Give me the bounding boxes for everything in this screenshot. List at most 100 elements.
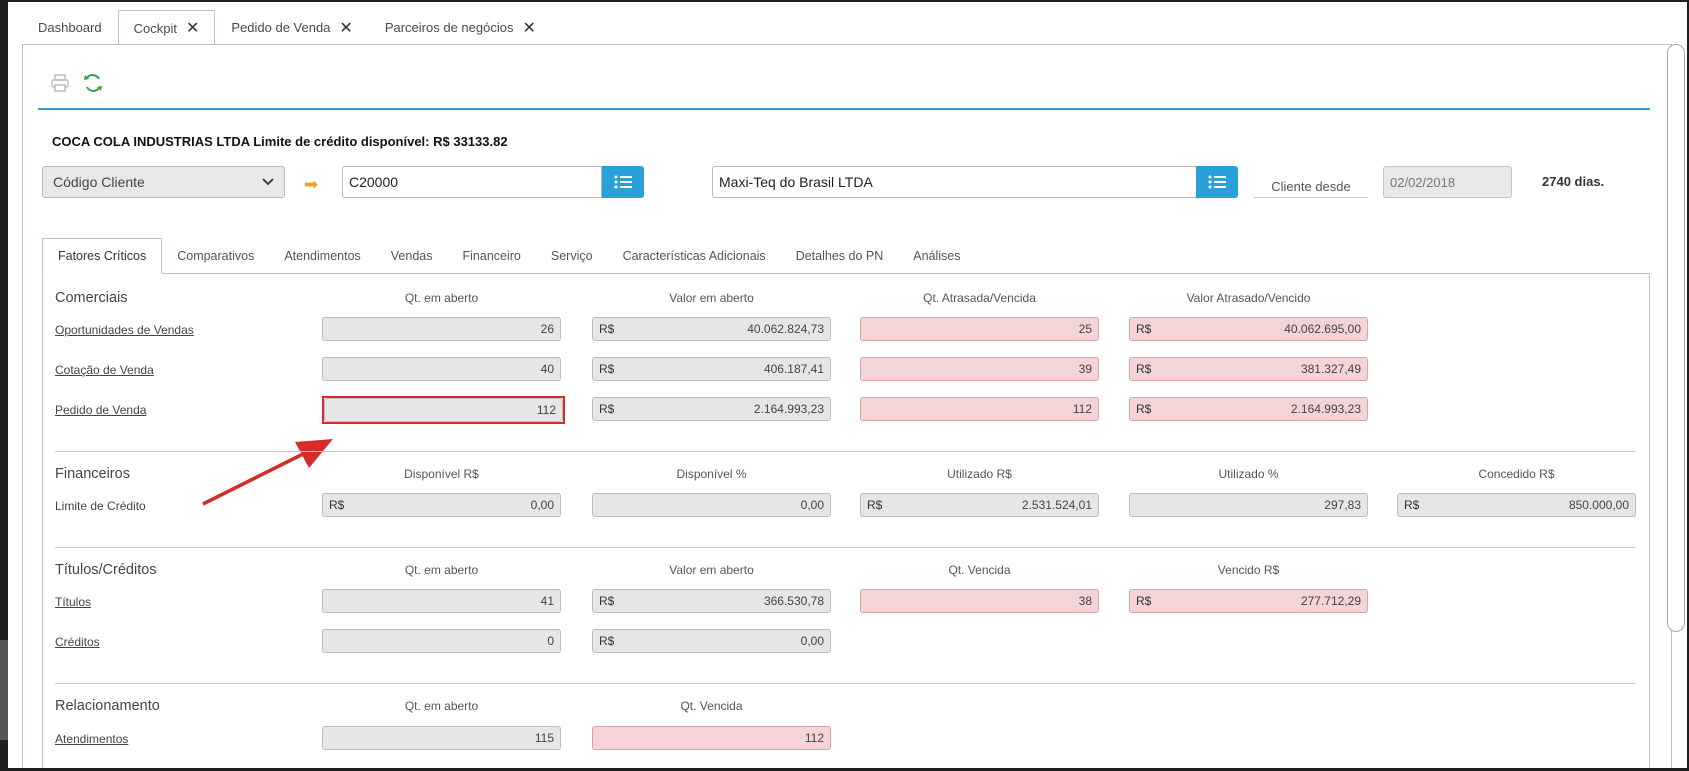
client-code-list-button[interactable] — [602, 166, 644, 198]
sub-tabs: Fatores Críticos Comparativos Atendiment… — [42, 238, 976, 274]
tab-label: Cockpit — [133, 20, 177, 36]
tab-label: Parceiros de negócios — [384, 20, 514, 35]
section-comerciais: Comerciais — [55, 290, 128, 306]
col-head: Disponível R$ — [404, 467, 479, 481]
col-head: Qt. Vencida — [948, 563, 1011, 577]
annotation-arrow-icon — [202, 439, 333, 506]
row-limite-credito: Limite de Crédito — [55, 499, 146, 513]
field-valor: R$ 40.062.824,73 — [592, 317, 831, 341]
field-valor: R$ 0,00 — [592, 629, 831, 653]
field-qt: 112 — [324, 398, 563, 422]
link-pedido-venda[interactable]: Pedido de Venda — [55, 403, 147, 417]
field-valor: R$ 2.164.993,23 — [592, 397, 831, 421]
field-conc-rs: R$ 850.000,00 — [1397, 493, 1636, 517]
field-valor: R$ 406.187,41 — [592, 357, 831, 381]
tab-label: Dashboard — [38, 20, 102, 35]
field-qt-atraso: 112 — [860, 397, 1099, 421]
vertical-scrollbar[interactable] — [1667, 44, 1685, 632]
client-title: COCA COLA INDUSTRIAS LTDA Limite de créd… — [52, 134, 508, 149]
arrow-right-icon: ➡ — [304, 175, 319, 194]
col-head: Valor em aberto — [669, 563, 754, 577]
client-name-list-button[interactable] — [1196, 166, 1238, 198]
client-code-value: C20000 — [349, 174, 399, 190]
client-since-date: 02/02/2018 — [1383, 166, 1512, 198]
col-head: Qt. em aberto — [404, 699, 479, 713]
tab-pedido-de-venda[interactable]: Pedido de Venda ✕ — [215, 10, 368, 44]
col-head: Disponível % — [676, 467, 747, 481]
field-qt-venc: 112 — [592, 726, 831, 750]
field-venc: R$ 277.712,29 — [1129, 589, 1368, 613]
field-valor: R$ 366.530,78 — [592, 589, 831, 613]
col-head: Vencido R$ — [1217, 563, 1280, 577]
link-titulos[interactable]: Títulos — [55, 595, 92, 609]
col-head: Utilizado R$ — [947, 467, 1012, 481]
client-code-input[interactable]: C20000 — [342, 166, 602, 198]
col-head: Utilizado % — [1218, 467, 1279, 481]
client-name-value: Maxi-Teq do Brasil LTDA — [719, 174, 873, 190]
search-type-select[interactable]: Código Cliente — [42, 166, 285, 198]
tab-dashboard[interactable]: Dashboard — [22, 10, 118, 44]
field-util-pct: 297,83 — [1129, 493, 1368, 517]
subtab-caracteristicas[interactable]: Características Adicionais — [622, 249, 766, 263]
section-divider — [55, 547, 1636, 548]
select-value: Código Cliente — [53, 174, 145, 190]
refresh-icon[interactable] — [82, 72, 104, 94]
subtab-comparativos[interactable]: Comparativos — [177, 249, 255, 263]
section-divider — [55, 683, 1636, 684]
subtab-fatores-criticos[interactable]: Fatores Críticos — [42, 238, 163, 274]
col-head: Qt. Vencida — [680, 699, 743, 713]
field-valor-atraso: R$ 40.062.695,00 — [1129, 317, 1368, 341]
frame-bottom — [0, 768, 1689, 771]
main-tabs: Dashboard Cockpit ✕ Pedido de Venda ✕ Parc… — [22, 10, 552, 45]
field-qt-venc: 38 — [860, 589, 1099, 613]
chevron-down-icon — [262, 178, 274, 186]
toolbar — [50, 72, 104, 94]
subtab-analises[interactable]: Análises — [913, 249, 961, 263]
field-util-rs: R$ 2.531.524,01 — [860, 493, 1099, 517]
client-since-label: Cliente desde — [1254, 176, 1368, 198]
close-icon[interactable]: ✕ — [522, 19, 536, 37]
toolbar-divider — [38, 108, 1650, 110]
frame-top — [0, 0, 1689, 2]
link-creditos[interactable]: Créditos — [55, 635, 100, 649]
section-relacionamento: Relacionamento — [55, 698, 160, 714]
field-valor-atraso: R$ 2.164.993,23 — [1129, 397, 1368, 421]
col-head: Valor em aberto — [669, 291, 754, 305]
col-head: Qt. em aberto — [404, 563, 479, 577]
client-name-input[interactable]: Maxi-Teq do Brasil LTDA — [712, 166, 1197, 198]
field-qt: 41 — [322, 589, 561, 613]
close-icon[interactable]: ✕ — [339, 19, 353, 37]
left-edge — [0, 0, 8, 771]
field-qt: 115 — [322, 726, 561, 750]
highlight-box — [322, 396, 565, 424]
field-qt: 26 — [322, 317, 561, 341]
section-divider — [55, 451, 1636, 452]
tab-cockpit[interactable]: Cockpit ✕ — [117, 10, 216, 45]
col-head: Concedido R$ — [1478, 467, 1555, 481]
field-disp-rs: R$ 0,00 — [322, 493, 561, 517]
close-icon[interactable]: ✕ — [185, 20, 200, 37]
print-icon[interactable] — [50, 73, 70, 93]
col-head: Qt. Atrasada/Vencida — [923, 291, 1036, 305]
field-qt-atraso: 39 — [860, 357, 1099, 381]
tab-parceiros[interactable]: Parceiros de negócios ✕ — [369, 10, 552, 44]
link-oportunidades[interactable]: Oportunidades de Vendas — [55, 323, 194, 337]
field-valor-atraso: R$ 381.327,49 — [1129, 357, 1368, 381]
subtab-atendimentos[interactable]: Atendimentos — [284, 249, 361, 263]
field-qt: 40 — [322, 357, 561, 381]
subtab-vendas[interactable]: Vendas — [390, 249, 433, 263]
link-cotacao[interactable]: Cotação de Venda — [55, 363, 154, 377]
sub-panel — [42, 273, 1650, 768]
tab-label: Pedido de Venda — [231, 20, 331, 35]
subtab-financeiro[interactable]: Financeiro — [462, 249, 521, 263]
subtab-servico[interactable]: Serviço — [550, 249, 593, 263]
link-atendimentos[interactable]: Atendimentos — [55, 732, 129, 746]
section-titulos: Títulos/Créditos — [55, 562, 157, 578]
subtab-detalhes-pn[interactable]: Detalhes do PN — [795, 249, 884, 263]
field-qt: 0 — [322, 629, 561, 653]
list-icon — [1208, 175, 1226, 189]
days-count: 2740 dias. — [1542, 174, 1605, 189]
frame-right — [1687, 0, 1689, 771]
field-disp-pct: 0,00 — [592, 493, 831, 517]
col-head: Valor Atrasado/Vencido — [1186, 291, 1311, 305]
